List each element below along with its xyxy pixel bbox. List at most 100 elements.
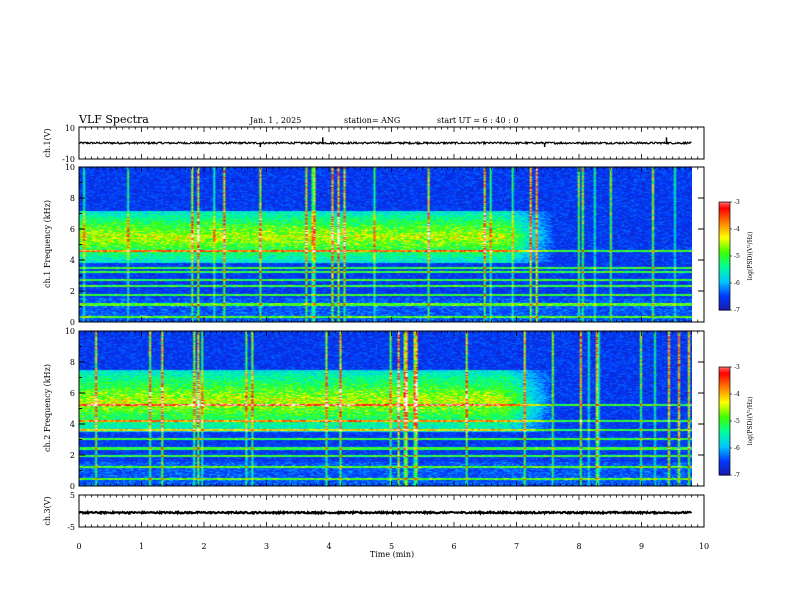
colorbar-segment bbox=[719, 293, 730, 297]
spec-ytick-label-2: 2 bbox=[70, 287, 75, 296]
spec-ytick-label-2: 2 bbox=[70, 451, 75, 460]
colorbar-tick-label--4: -4 bbox=[734, 391, 740, 398]
colorbar-segment bbox=[719, 275, 730, 279]
colorbar-segment bbox=[719, 236, 730, 239]
x-tick-label-3: 3 bbox=[264, 542, 269, 551]
colorbar-segment bbox=[719, 446, 730, 449]
colorbar-segment bbox=[719, 426, 730, 429]
spec-ytick-label-8: 8 bbox=[70, 358, 75, 367]
colorbar-tick-label--7: -7 bbox=[734, 472, 740, 479]
colorbar-segment bbox=[719, 257, 730, 261]
colorbar-segment bbox=[719, 397, 730, 400]
ch3-waveform-panel: 5 -5 ch.3(V) bbox=[43, 491, 705, 532]
date-label: Jan. 1 , 2025 bbox=[249, 116, 301, 125]
colorbar-segment bbox=[719, 274, 730, 277]
colorbar-segment bbox=[719, 288, 730, 291]
colorbar-segment bbox=[719, 399, 730, 402]
colorbar-segment bbox=[719, 229, 730, 232]
colorbar-segment bbox=[719, 263, 730, 266]
colorbar-segment bbox=[719, 421, 730, 424]
x-tick-label-1: 1 bbox=[139, 542, 144, 551]
colorbar-segment bbox=[719, 207, 730, 210]
spec-ytick-label-10: 10 bbox=[65, 327, 75, 336]
station-label: station= ANG bbox=[344, 116, 400, 125]
colorbar-segment bbox=[719, 220, 730, 223]
colorbar-segment bbox=[719, 431, 730, 435]
colorbar-segment bbox=[719, 209, 730, 212]
colorbar-segment bbox=[719, 394, 730, 397]
x-tick-label-9: 9 bbox=[639, 542, 644, 551]
x-tick-label-2: 2 bbox=[201, 542, 206, 551]
colorbar-segment bbox=[719, 239, 730, 243]
colorbar-segment bbox=[719, 283, 730, 286]
spec-ytick-label-4: 4 bbox=[70, 420, 75, 429]
ch1-ylabel: ch.1(V) bbox=[43, 128, 52, 157]
colorbar-segment bbox=[719, 385, 730, 388]
colorbar-segment bbox=[719, 259, 730, 262]
colorbar-segment bbox=[719, 272, 730, 275]
colorbar-segment bbox=[719, 304, 730, 307]
ch1-spectrogram-yticks: 0 2 4 6 8 10 bbox=[65, 163, 704, 327]
colorbar-tick-label--3: -3 bbox=[734, 364, 740, 371]
colorbar-segment bbox=[719, 462, 730, 465]
colorbar-segment bbox=[719, 256, 730, 259]
colorbar-segment bbox=[719, 377, 730, 381]
colorbar-segment bbox=[719, 261, 730, 264]
colorbar-segment bbox=[719, 290, 730, 293]
colorbar-segment bbox=[719, 370, 730, 373]
colorbar-segment bbox=[719, 281, 730, 284]
colorbar-segment bbox=[719, 295, 730, 298]
ch2-spectrogram-image bbox=[79, 331, 692, 486]
colorbar-tick-label--6: -6 bbox=[734, 445, 740, 452]
colorbar-segment bbox=[719, 433, 730, 436]
colorbar-segment bbox=[719, 306, 730, 309]
spec-ytick-label-6: 6 bbox=[70, 225, 75, 234]
colorbar-segment bbox=[719, 227, 730, 230]
colorbar-segment bbox=[719, 440, 730, 444]
ch3-waveform-frame bbox=[78, 494, 705, 528]
colorbar-segment bbox=[719, 292, 730, 295]
spec-ytick-label-10: 10 bbox=[65, 163, 75, 172]
ch2-spectrogram-ylabel: ch.2 Frequency (kHz) bbox=[43, 364, 52, 452]
colorbar-segment bbox=[719, 404, 730, 408]
colorbar-segment bbox=[719, 297, 730, 300]
colorbar-segment bbox=[719, 444, 730, 447]
colorbar-segment bbox=[719, 406, 730, 409]
colorbar-segment bbox=[719, 451, 730, 454]
ch2-colorbar: -3 -4 -5 -6 -7 log(PSD)(V²/Hz) bbox=[718, 364, 754, 479]
ch1-ytick-top: 10 bbox=[65, 124, 75, 133]
colorbar-segment bbox=[719, 218, 730, 221]
ch2-spectrogram-panel: 0 2 4 6 8 10 ch.2 Frequency (kHz) bbox=[43, 327, 705, 491]
x-tick-label-7: 7 bbox=[514, 542, 519, 551]
colorbar-segment bbox=[719, 270, 730, 273]
spec-ytick-label-0: 0 bbox=[70, 482, 75, 491]
start-time-label: start UT = 6 : 40 : 0 bbox=[437, 116, 518, 125]
colorbar-segment bbox=[719, 284, 730, 288]
ch1-waveform-trace bbox=[78, 140, 692, 146]
colorbar-segment bbox=[719, 439, 730, 442]
colorbar-segment bbox=[719, 442, 730, 445]
colorbar-tick-label--5: -5 bbox=[734, 253, 740, 260]
ch1-colorbar: -3 -4 -5 -6 -7 log(PSD)(V²/Hz) bbox=[718, 199, 754, 314]
colorbar-segment bbox=[719, 277, 730, 280]
colorbar-tick-label--5: -5 bbox=[734, 418, 740, 425]
colorbar-segment bbox=[719, 460, 730, 463]
colorbar-segment bbox=[719, 243, 730, 246]
ch3-ylabel: ch.3(V) bbox=[43, 496, 52, 525]
colorbar-segment bbox=[719, 245, 730, 248]
colorbar-segment bbox=[719, 395, 730, 399]
colorbar-segment bbox=[719, 386, 730, 390]
colorbar-segment bbox=[719, 469, 730, 472]
ch1-spectrogram-panel: 0 2 4 6 8 10 ch.1 Frequency (kHz) bbox=[43, 163, 705, 327]
colorbar-segment bbox=[719, 457, 730, 460]
colorbar-segment bbox=[719, 466, 730, 469]
colorbar-segment bbox=[719, 299, 730, 302]
ch1-ytick-bottom: -10 bbox=[62, 155, 75, 164]
spec-ytick-label-4: 4 bbox=[70, 256, 75, 265]
x-tick-label-0: 0 bbox=[76, 542, 81, 551]
colorbar-segment bbox=[719, 448, 730, 451]
colorbar-segment bbox=[719, 419, 730, 422]
ch3-waveform-trace bbox=[78, 509, 693, 516]
ch2-spectrogram-yticks: 0 2 4 6 8 10 bbox=[65, 327, 704, 491]
ch1-spectrogram-image bbox=[79, 167, 692, 322]
